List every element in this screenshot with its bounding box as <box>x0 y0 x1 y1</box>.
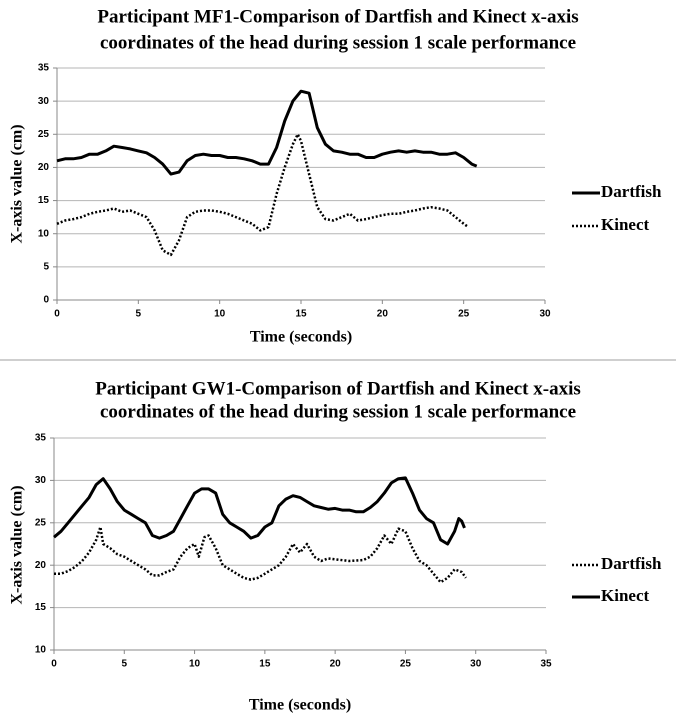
x-tick-label: 10 <box>214 309 226 320</box>
series-line <box>56 133 470 257</box>
x-tick-label: 0 <box>51 659 57 670</box>
x-tick-label: 15 <box>259 659 271 670</box>
y-tick-label: 0 <box>43 295 49 306</box>
chart-title: coordinates of the head during session 1… <box>100 32 576 53</box>
legend-label: Kinect <box>601 586 649 605</box>
x-tick-label: 20 <box>377 309 389 320</box>
x-tick-label: 25 <box>400 659 412 670</box>
y-tick-label: 35 <box>38 63 50 74</box>
legend-label: Dartfish <box>601 554 662 573</box>
y-tick-label: 5 <box>43 261 49 272</box>
legend-label: Kinect <box>601 215 649 234</box>
x-axis-label: Time (seconds) <box>250 329 352 346</box>
x-axis-label: Time (seconds) <box>249 697 351 714</box>
x-tick-label: 35 <box>540 659 552 670</box>
legend-label: Dartfish <box>601 182 662 201</box>
x-tick-label: 30 <box>470 659 482 670</box>
x-tick-label: 20 <box>330 659 342 670</box>
series-line <box>56 89 478 176</box>
y-tick-label: 30 <box>35 475 47 486</box>
y-tick-label: 25 <box>38 129 50 140</box>
x-tick-label: 5 <box>136 309 142 320</box>
y-tick-label: 10 <box>35 645 47 656</box>
y-tick-label: 35 <box>35 433 47 444</box>
x-tick-label: 10 <box>189 659 201 670</box>
x-tick-label: 0 <box>54 309 60 320</box>
series-line <box>53 476 466 546</box>
x-tick-label: 25 <box>458 309 470 320</box>
y-tick-label: 15 <box>38 195 50 206</box>
x-tick-label: 5 <box>122 659 128 670</box>
y-tick-label: 30 <box>38 96 50 107</box>
chart-title: Participant GW1-Comparison of Dartfish a… <box>95 378 581 399</box>
y-tick-label: 20 <box>38 162 50 173</box>
y-axis-label: X-axis value (cm) <box>9 124 26 243</box>
y-tick-label: 10 <box>38 228 50 239</box>
chart-title: Participant MF1-Comparison of Dartfish a… <box>97 6 578 27</box>
x-tick-label: 15 <box>295 309 307 320</box>
series-line <box>54 525 467 584</box>
x-tick-label: 30 <box>539 309 551 320</box>
y-axis-label: X-axis value (cm) <box>9 485 26 604</box>
y-tick-label: 25 <box>35 517 47 528</box>
y-tick-label: 20 <box>35 560 47 571</box>
y-tick-label: 15 <box>35 602 47 613</box>
chart-title: coordinates of the head during session 1… <box>100 401 576 422</box>
